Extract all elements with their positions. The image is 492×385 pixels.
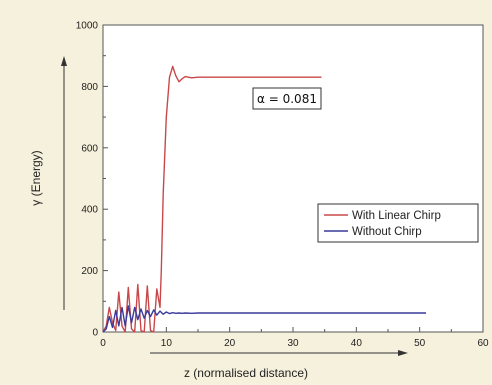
y-axis-label: γ (Energy)	[29, 150, 43, 205]
annotation-alpha: α = 0.081	[257, 92, 317, 106]
y-tick-label: 800	[81, 82, 98, 93]
x-tick-label: 60	[477, 338, 489, 349]
y-tick-label: 0	[92, 328, 98, 339]
legend-box	[317, 203, 479, 243]
legend-label-with-linear-chirp: With Linear Chirp	[352, 210, 441, 222]
series-line-with-linear-chirp	[102, 65, 322, 333]
series-layer	[102, 65, 426, 333]
x-axis-label: z (normalised distance)	[184, 366, 308, 380]
annotation-box	[252, 87, 322, 110]
x-tick-label: 30	[287, 338, 299, 349]
y-axis-arrowhead	[61, 56, 67, 66]
y-tick-label: 1000	[76, 21, 99, 32]
legend-label-without-chirp: Without Chirp	[352, 226, 422, 238]
series-line-without-chirp	[102, 305, 426, 333]
legend: With Linear Chirp Without Chirp	[317, 203, 479, 243]
x-tick-label: 50	[414, 338, 426, 349]
x-axis-arrowhead	[398, 350, 408, 356]
x-tick-label: 0	[100, 338, 106, 349]
y-tick-label: 200	[81, 266, 98, 277]
plot-area	[102, 24, 484, 333]
y-tick-label: 600	[81, 143, 98, 154]
x-tick-label: 40	[351, 338, 363, 349]
y-tick-label: 400	[81, 205, 98, 216]
y-axis-ticks: 0 200 400 600 800 1000	[76, 21, 108, 339]
x-axis-ticks: 0 10 20 30 40 50 60	[100, 327, 489, 349]
x-tick-label: 20	[224, 338, 236, 349]
x-tick-label: 10	[161, 338, 173, 349]
